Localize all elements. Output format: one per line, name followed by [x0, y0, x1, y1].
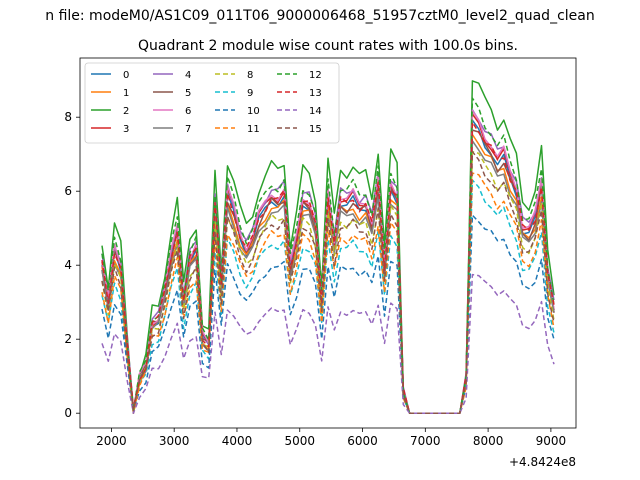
x-tick-label: 8000 [473, 434, 504, 448]
legend-label-8: 8 [247, 70, 253, 81]
y-tick-label: 0 [64, 406, 72, 420]
legend-label-0: 0 [123, 70, 129, 81]
series-layer [101, 80, 555, 414]
series-line-8 [101, 150, 555, 414]
legend-label-2: 2 [123, 106, 129, 117]
x-tick-label: 4000 [222, 434, 253, 448]
legend-label-10: 10 [247, 106, 260, 117]
legend-label-13: 13 [309, 88, 322, 99]
chart-title: Quadrant 2 module wise count rates with … [138, 38, 518, 54]
legend-label-6: 6 [185, 106, 191, 117]
legend-label-4: 4 [185, 70, 191, 81]
y-tick-label: 8 [64, 110, 72, 124]
series-line-10 [101, 214, 555, 414]
series-line-12 [101, 97, 555, 414]
plot-area: 2000 3000 4000 5000 6000 7000 8000 9000 0 2 4 6 8 +… [64, 57, 577, 469]
y-tick-label: 4 [64, 258, 72, 272]
x-tick-label: 5000 [284, 434, 315, 448]
axes-frame [79, 57, 577, 429]
legend-label-15: 15 [309, 124, 322, 135]
legend-label-5: 5 [185, 88, 191, 99]
x-tick-label: 6000 [347, 434, 378, 448]
legend-label-12: 12 [309, 70, 322, 81]
x-tick-label: 2000 [96, 434, 127, 448]
legend-label-3: 3 [123, 124, 129, 135]
legend-label-14: 14 [309, 106, 322, 117]
x-tick-label: 7000 [410, 434, 441, 448]
legend-label-1: 1 [123, 88, 129, 99]
y-tick-label: 2 [64, 332, 72, 346]
series-line-13 [101, 121, 555, 414]
x-tick-label: 9000 [536, 434, 567, 448]
series-line-2 [101, 80, 555, 414]
x-tick-label: 3000 [159, 434, 190, 448]
y-axis-ticks: 0 2 4 6 8 [64, 110, 80, 420]
x-axis-ticks: 2000 3000 4000 5000 6000 7000 8000 9000 [96, 428, 566, 448]
series-line-9 [101, 179, 555, 414]
x-axis-offset-label: +4.8424e8 [509, 455, 576, 469]
legend-label-7: 7 [185, 124, 191, 135]
series-line-15 [101, 150, 555, 414]
y-tick-label: 6 [64, 184, 72, 198]
figure-suptitle: n file: modeM0/AS1C09_011T06_9000006468_… [45, 8, 594, 24]
series-line-14 [101, 273, 555, 414]
legend-label-11: 11 [247, 124, 260, 135]
legend-label-9: 9 [247, 88, 253, 99]
legend-frame [84, 62, 340, 144]
